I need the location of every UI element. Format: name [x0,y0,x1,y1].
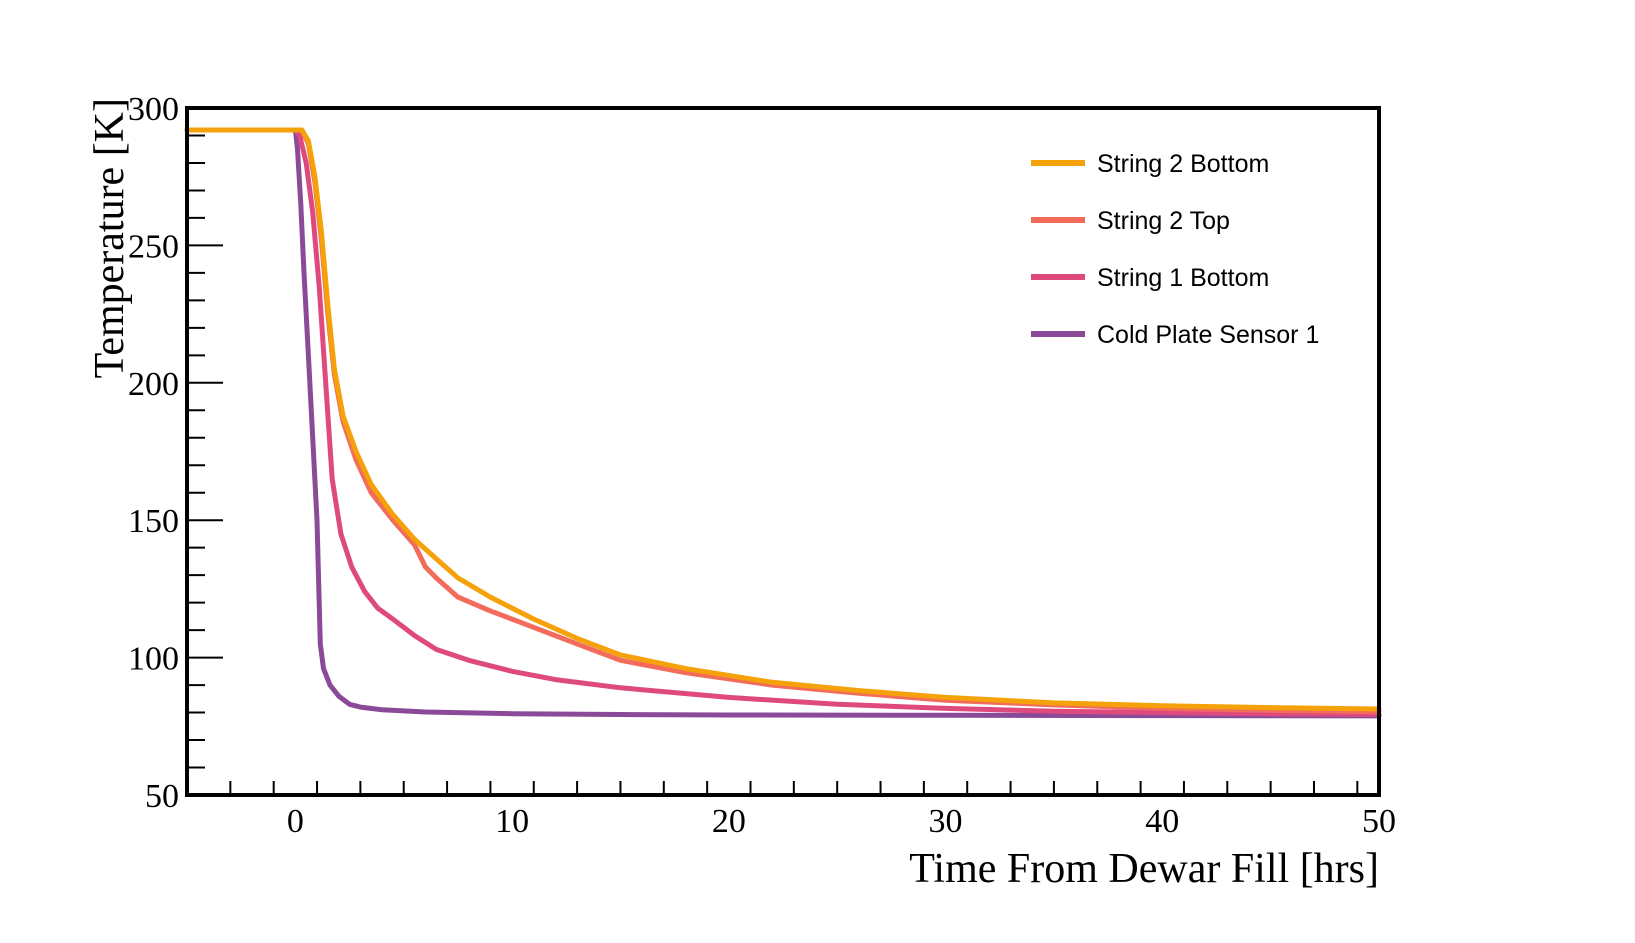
x-tick-label: 20 [712,803,746,840]
x-tick-label: 0 [287,803,304,840]
x-axis-title: Time From Dewar Fill [hrs] [909,846,1379,892]
y-tick-label: 50 [145,778,179,815]
x-tick-label: 40 [1145,803,1179,840]
y-tick-label: 100 [128,641,179,678]
legend-label: Cold Plate Sensor 1 [1097,321,1319,349]
tick-labels: 0 10 20 30 40 50 50 100 150 200 250 300 [128,91,1396,840]
x-tick-label: 50 [1362,803,1396,840]
legend: String 2 Bottom String 2 Top String 1 Bott… [1031,150,1319,349]
legend-label: String 2 Top [1097,207,1230,235]
series-line-cold-plate-sensor-1 [184,127,1382,719]
y-tick-label: 300 [128,91,179,128]
legend-label: String 2 Bottom [1097,150,1269,178]
x-tick-label: 10 [495,803,529,840]
x-tick-label: 30 [929,803,963,840]
axis-ticks [186,107,1359,796]
y-axis-title: Temperature [K] [87,98,133,378]
y-tick-label: 150 [128,503,179,540]
y-tick-label: 250 [128,228,179,265]
series-line-string-2-bottom [184,127,1382,712]
legend-label: String 1 Bottom [1097,264,1269,292]
y-tick-label: 200 [128,366,179,403]
series-line-string-1-bottom [184,127,1382,717]
series-layer [184,127,1382,719]
plot-frame [185,106,1381,797]
